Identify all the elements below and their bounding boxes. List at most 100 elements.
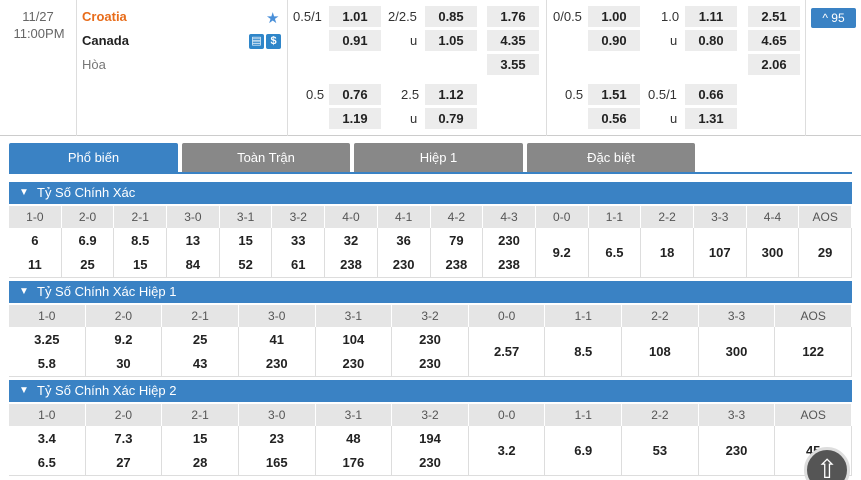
odds-cell[interactable]: 8.5 15 (114, 228, 168, 278)
odds-cell[interactable]: 300 (747, 228, 800, 278)
ft-ou-over-odd[interactable]: 0.85 (425, 6, 477, 27)
stats-icon[interactable]: ▤ (249, 34, 264, 49)
ft-ou-under-odd[interactable]: 1.05 (425, 30, 477, 51)
odds-cell[interactable]: 9.2 30 (86, 327, 163, 377)
home-score-odd[interactable]: 13 (185, 233, 201, 248)
ft-1x2-home-odd[interactable]: 1.76 (487, 6, 539, 27)
h1-ou-under-odd[interactable]: 0.80 (685, 30, 737, 51)
score-odd[interactable]: 6.9 (574, 443, 593, 458)
away-score-odd[interactable]: 43 (192, 356, 208, 371)
section-header[interactable]: ▼ Tỷ Số Chính Xác Hiệp 2 (9, 380, 852, 402)
odds-cell[interactable]: 3.25 5.8 (9, 327, 86, 377)
away-score-odd[interactable]: 230 (419, 455, 441, 470)
tab-special[interactable]: Đặc biệt (527, 143, 695, 172)
score-odd[interactable]: 108 (649, 344, 671, 359)
h1-hdp2-away-odd[interactable]: 0.56 (588, 108, 640, 129)
h1-hdp2-home-odd[interactable]: 1.51 (588, 84, 640, 105)
home-score-odd[interactable]: 15 (238, 233, 253, 248)
home-score-odd[interactable]: 36 (396, 233, 411, 248)
away-score-odd[interactable]: 238 (445, 257, 468, 272)
h1-1x2-away-odd[interactable]: 4.65 (748, 30, 800, 51)
home-score-odd[interactable]: 230 (419, 332, 441, 347)
odds-cell[interactable]: 18 (641, 228, 694, 278)
ft-hdp2-home-odd[interactable]: 0.76 (329, 84, 381, 105)
odds-cell[interactable]: 41 230 (239, 327, 316, 377)
odds-cell[interactable]: 79 238 (431, 228, 484, 278)
home-score-odd[interactable]: 104 (342, 332, 365, 347)
away-score-odd[interactable]: 15 (132, 257, 148, 272)
tab-popular[interactable]: Phổ biến (9, 143, 178, 174)
away-score-odd[interactable]: 238 (498, 257, 520, 272)
odds-cell[interactable]: 33 61 (272, 228, 326, 278)
odds-cell[interactable]: 15 52 (220, 228, 273, 278)
odds-cell[interactable]: 6.9 (545, 426, 623, 476)
ft-1x2-away-odd[interactable]: 4.35 (487, 30, 539, 51)
tab-full-match[interactable]: Toàn Trận (182, 143, 350, 172)
ft-hdp2-away-odd[interactable]: 1.19 (329, 108, 381, 129)
odds-cell[interactable]: 300 (699, 327, 776, 377)
odds-cell[interactable]: 2.57 (469, 327, 546, 377)
home-score-odd[interactable]: 7.3 (114, 431, 133, 446)
ft-ou2-over-odd[interactable]: 1.12 (425, 84, 477, 105)
odds-cell[interactable]: 25 43 (162, 327, 239, 377)
h1-hdp-away-odd[interactable]: 0.90 (588, 30, 640, 51)
odds-cell[interactable]: 3.2 (469, 426, 546, 476)
odds-cell[interactable]: 48 176 (316, 426, 393, 476)
home-score-odd[interactable]: 194 (419, 431, 441, 446)
score-odd[interactable]: 300 (725, 344, 748, 359)
h1-ou-over-odd[interactable]: 1.11 (685, 6, 737, 27)
more-markets-button[interactable]: ^ 95 (811, 8, 856, 28)
odds-cell[interactable]: 108 (622, 327, 699, 377)
away-score-odd[interactable]: 230 (265, 356, 288, 371)
tab-first-half[interactable]: Hiệp 1 (354, 143, 523, 172)
away-score-odd[interactable]: 52 (238, 257, 253, 272)
odds-cell[interactable]: 230 (699, 426, 776, 476)
away-score-odd[interactable]: 25 (80, 257, 95, 272)
home-score-odd[interactable]: 3.25 (34, 332, 60, 347)
away-score-odd[interactable]: 61 (291, 257, 306, 272)
score-odd[interactable]: 8.5 (574, 344, 593, 359)
home-score-odd[interactable]: 6 (31, 233, 39, 248)
home-score-odd[interactable]: 32 (343, 233, 359, 248)
home-score-odd[interactable]: 15 (192, 431, 208, 446)
h1-1x2-draw-odd[interactable]: 2.06 (748, 54, 800, 75)
home-score-odd[interactable]: 230 (498, 233, 520, 248)
away-score-odd[interactable]: 28 (192, 455, 208, 470)
h1-ou2-under-odd[interactable]: 1.31 (685, 108, 737, 129)
odds-cell[interactable]: 9.2 (536, 228, 589, 278)
ft-hdp-away-odd[interactable]: 0.91 (329, 30, 381, 51)
section-header[interactable]: ▼ Tỷ Số Chính Xác (9, 182, 852, 204)
odds-cell[interactable]: 6.9 25 (62, 228, 115, 278)
odds-cell[interactable]: 6.5 (589, 228, 642, 278)
score-odd[interactable]: 230 (725, 443, 748, 458)
home-score-odd[interactable]: 6.9 (78, 233, 97, 248)
odds-cell[interactable]: 7.3 27 (86, 426, 163, 476)
score-odd[interactable]: 29 (817, 245, 833, 260)
section-header[interactable]: ▼ Tỷ Số Chính Xác Hiệp 1 (9, 281, 852, 303)
dollar-icon[interactable]: $ (266, 34, 281, 49)
score-odd[interactable]: 3.2 (497, 443, 516, 458)
away-score-odd[interactable]: 30 (116, 356, 131, 371)
score-odd[interactable]: 2.57 (493, 344, 520, 359)
odds-cell[interactable]: 15 28 (162, 426, 239, 476)
home-team[interactable]: Croatia (82, 9, 127, 24)
odds-cell[interactable]: 230 230 (392, 327, 469, 377)
h1-1x2-home-odd[interactable]: 2.51 (748, 6, 800, 27)
odds-cell[interactable]: 32 238 (325, 228, 378, 278)
score-odd[interactable]: 107 (708, 245, 731, 260)
home-score-odd[interactable]: 33 (291, 233, 306, 248)
ft-hdp-home-odd[interactable]: 1.01 (329, 6, 381, 27)
away-score-odd[interactable]: 6.5 (37, 455, 56, 470)
score-odd[interactable]: 9.2 (552, 245, 571, 260)
home-score-odd[interactable]: 41 (269, 332, 284, 347)
away-score-odd[interactable]: 230 (419, 356, 441, 371)
score-odd[interactable]: 18 (659, 245, 675, 260)
h1-hdp-home-odd[interactable]: 1.00 (588, 6, 640, 27)
odds-cell[interactable]: 36 230 (378, 228, 431, 278)
ft-1x2-draw-odd[interactable]: 3.55 (487, 54, 539, 75)
odds-cell[interactable]: 6 11 (9, 228, 62, 278)
odds-cell[interactable]: 230 238 (483, 228, 536, 278)
away-score-odd[interactable]: 84 (185, 257, 201, 272)
away-score-odd[interactable]: 165 (265, 455, 288, 470)
score-odd[interactable]: 6.5 (605, 245, 624, 260)
